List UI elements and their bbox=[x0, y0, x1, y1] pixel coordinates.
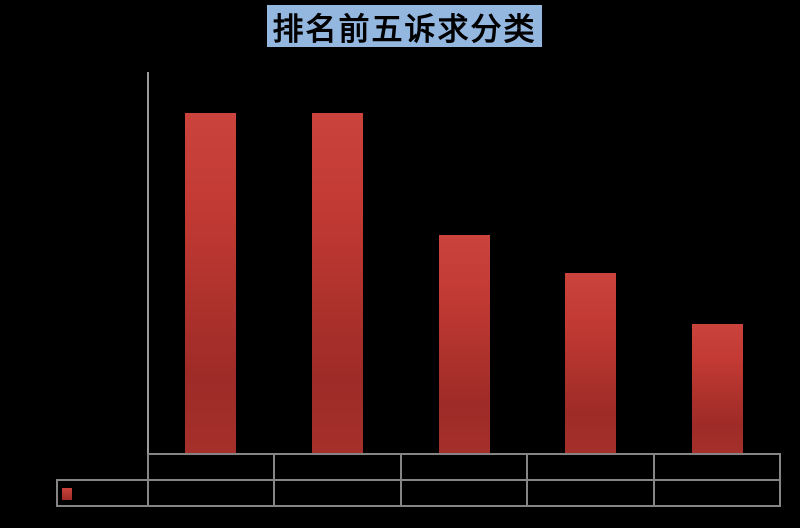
chart-title: 排名前五诉求分类 bbox=[267, 5, 542, 48]
bar-5 bbox=[692, 324, 744, 453]
bar-3 bbox=[438, 235, 490, 453]
legend-value-cell-4 bbox=[526, 481, 652, 505]
data-table-category-row bbox=[147, 453, 781, 481]
legend-value-cell-5 bbox=[652, 481, 779, 505]
legend-key-icon bbox=[62, 488, 72, 500]
bar-1 bbox=[184, 113, 236, 453]
category-cell-1 bbox=[149, 455, 273, 479]
bar-2 bbox=[311, 113, 363, 453]
category-cell-3 bbox=[399, 455, 526, 479]
category-cell-4 bbox=[526, 455, 652, 479]
legend-value-cell-3 bbox=[399, 481, 526, 505]
category-cell-2 bbox=[273, 455, 399, 479]
legend-key-cell bbox=[58, 481, 147, 505]
plot-area bbox=[147, 72, 781, 453]
data-table-legend-row bbox=[56, 479, 781, 507]
category-cell-5 bbox=[652, 455, 779, 479]
y-axis-line bbox=[147, 72, 149, 453]
legend-value-cell-2 bbox=[273, 481, 399, 505]
bar-4 bbox=[565, 273, 617, 453]
legend-value-cell-1 bbox=[147, 481, 273, 505]
